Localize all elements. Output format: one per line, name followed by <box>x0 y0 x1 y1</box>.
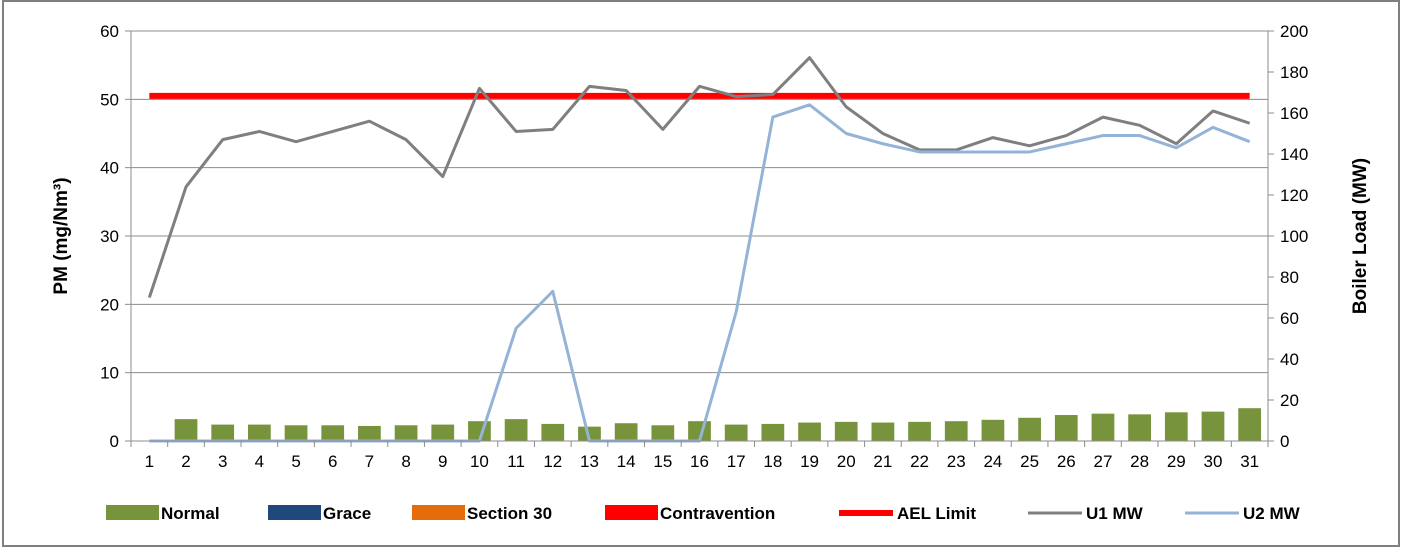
line-u2-mw <box>149 103 1251 443</box>
right-tick-label: 160 <box>1280 104 1308 123</box>
legend-label-normal: Normal <box>161 504 220 523</box>
right-tick-label: 100 <box>1280 227 1308 246</box>
bar-normal <box>394 425 418 441</box>
legend-label-ael-limit: AEL Limit <box>897 504 976 523</box>
bar-normal <box>541 423 565 441</box>
x-tick-label: 16 <box>690 452 709 471</box>
bar-normal <box>211 424 235 441</box>
bar-normal <box>1018 417 1041 441</box>
x-tick-label: 2 <box>181 452 190 471</box>
legend-label-contravention: Contravention <box>660 504 775 523</box>
legend-swatch-grace <box>268 505 321 520</box>
x-tick-label: 10 <box>470 452 489 471</box>
legend-label-u1-mw: U1 MW <box>1086 504 1144 523</box>
gridlines <box>131 30 1268 374</box>
x-tick-label: 19 <box>800 452 819 471</box>
bar-normal <box>834 421 858 441</box>
x-tick-label: 7 <box>365 452 374 471</box>
right-tick-label: 120 <box>1280 186 1308 205</box>
lines <box>147 56 1251 443</box>
right-tick-label: 40 <box>1280 350 1299 369</box>
left-tick-label: 50 <box>100 90 119 109</box>
left-tick-label: 30 <box>100 227 119 246</box>
right-tick-label: 60 <box>1280 309 1299 328</box>
legend-label-section-30: Section 30 <box>467 504 552 523</box>
left-tick-label: 0 <box>110 432 119 451</box>
bar-normal <box>504 419 528 441</box>
x-tick-label: 6 <box>328 452 337 471</box>
left-tick-label: 20 <box>100 295 119 314</box>
line-u1-mw <box>147 56 1251 298</box>
bar-normal <box>944 421 968 441</box>
right-tick-label: 20 <box>1280 391 1299 410</box>
x-tick-label: 25 <box>1020 452 1039 471</box>
bar-normal <box>248 424 271 441</box>
bar-normal <box>321 425 345 441</box>
x-tick-label: 5 <box>291 452 300 471</box>
bar-normal <box>1091 413 1115 441</box>
bar-normal <box>981 419 1005 441</box>
x-tick-label: 30 <box>1204 452 1223 471</box>
x-tick-label: 14 <box>617 452 636 471</box>
x-tick-label: 23 <box>947 452 966 471</box>
x-tick-label: 24 <box>983 452 1002 471</box>
left-tick-label: 40 <box>100 159 119 178</box>
x-tick-label: 21 <box>873 452 892 471</box>
x-tick-label: 31 <box>1240 452 1259 471</box>
bar-normal <box>1201 411 1225 441</box>
x-tick-label: 4 <box>255 452 264 471</box>
axes: 0102030405060020406080100120140160180200… <box>51 22 1371 471</box>
left-tick-label: 60 <box>100 22 119 41</box>
bar-normal <box>1128 414 1151 441</box>
x-tick-label: 15 <box>653 452 672 471</box>
legend-swatch-section-30 <box>412 505 465 520</box>
bar-normal <box>284 425 308 441</box>
right-tick-label: 0 <box>1280 432 1289 451</box>
x-tick-label: 22 <box>910 452 929 471</box>
x-tick-label: 8 <box>401 452 410 471</box>
bar-normal <box>431 424 455 441</box>
bar-normal <box>651 425 675 441</box>
legend-label-grace: Grace <box>323 504 371 523</box>
legend-swatch-normal <box>106 505 159 520</box>
x-tick-label: 26 <box>1057 452 1076 471</box>
x-tick-label: 28 <box>1130 452 1149 471</box>
bar-normal <box>1054 415 1078 441</box>
bar-normal <box>358 425 381 441</box>
right-tick-label: 180 <box>1280 63 1308 82</box>
bar-normal <box>1164 412 1188 441</box>
bar-normal <box>761 423 785 441</box>
left-tick-label: 10 <box>100 364 119 383</box>
bar-normal <box>578 426 601 441</box>
bar-normal <box>908 421 931 441</box>
right-tick-label: 200 <box>1280 22 1308 41</box>
x-tick-label: 1 <box>145 452 154 471</box>
bar-normal <box>871 422 895 441</box>
right-tick-label: 140 <box>1280 145 1308 164</box>
x-tick-label: 18 <box>763 452 782 471</box>
right-axis-title: Boiler Load (MW) <box>1350 158 1371 314</box>
x-tick-label: 11 <box>507 452 525 471</box>
x-tick-label: 13 <box>580 452 599 471</box>
x-tick-label: 12 <box>543 452 562 471</box>
x-tick-label: 17 <box>727 452 746 471</box>
bars <box>174 408 1262 441</box>
left-axis-title: PM (mg/Nm³) <box>51 177 72 294</box>
bar-normal <box>614 423 638 441</box>
bar-normal <box>1238 408 1262 441</box>
x-tick-label: 27 <box>1093 452 1112 471</box>
right-tick-label: 80 <box>1280 268 1299 287</box>
bar-normal <box>174 419 198 441</box>
x-tick-label: 9 <box>438 452 447 471</box>
x-tick-label: 20 <box>837 452 856 471</box>
legend-label-u2-mw: U2 MW <box>1243 504 1301 523</box>
legend-swatch-contravention <box>605 505 658 520</box>
x-tick-label: 29 <box>1167 452 1186 471</box>
bar-normal <box>798 422 821 441</box>
x-tick-label: 3 <box>218 452 227 471</box>
legend: Normal Grace Section 30 Contravention AEL Li… <box>106 504 1301 523</box>
bar-normal <box>724 424 748 441</box>
